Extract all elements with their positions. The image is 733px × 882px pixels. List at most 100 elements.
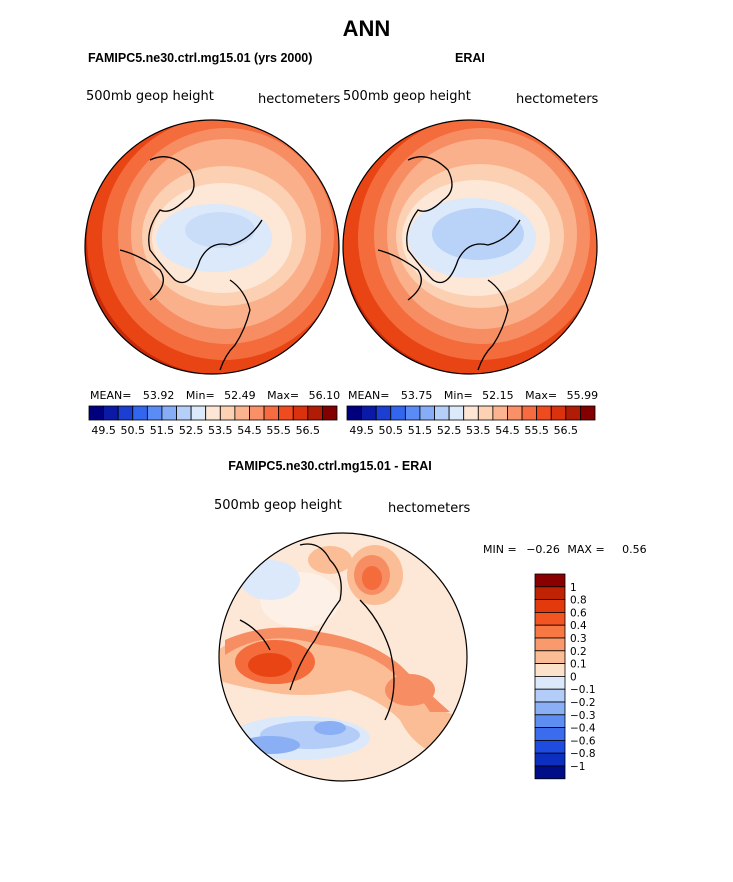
diff-colorbar-box (534, 624, 566, 639)
diff-case-title: FAMIPC5.ne30.ctrl.mg15.01 - ERAI (228, 459, 432, 473)
right-variable-label: 500mb geop height (343, 89, 471, 104)
right-colorbar-label: 52.5 (437, 424, 462, 437)
diff-colorbar-label: 0.2 (570, 646, 587, 658)
left-colorbar-label: 50.5 (121, 424, 146, 437)
left-map-boundary (84, 119, 340, 375)
diff-max-value: 0.56 (622, 543, 647, 556)
left-colorbar-box (249, 405, 265, 421)
diff-colorbar-box (534, 739, 566, 754)
left-colorbar-label: 54.5 (237, 424, 262, 437)
left-colorbar-label: 53.5 (208, 424, 233, 437)
diff-colorbar-box (534, 727, 566, 741)
diff-variable-label: 500mb geop height (214, 498, 342, 513)
diff-colorbar: 10.80.60.40.30.20.10−0.1−0.2−0.3−0.4−0.6… (534, 573, 596, 780)
right-colorbar-box (507, 405, 523, 421)
left-colorbar-label: 56.5 (296, 424, 321, 437)
right-colorbar-label: 49.5 (349, 424, 374, 437)
right-max-value: 55.99 (566, 389, 599, 402)
right-mean-value: 53.75 (400, 389, 433, 402)
right-colorbar-box (390, 405, 406, 421)
diff-map (219, 533, 467, 781)
left-max-label: Max= (267, 389, 300, 402)
left-min-label: Min= (185, 389, 215, 402)
right-colorbar-box (448, 405, 465, 421)
right-colorbar-box (419, 405, 435, 421)
right-colorbar-label: 53.5 (466, 424, 491, 437)
left-colorbar-box (234, 405, 250, 421)
diff-min-value: −0.26 (526, 543, 560, 556)
right-colorbar-box (361, 405, 377, 421)
right-colorbar-box (550, 405, 567, 421)
diff-colorbar-box (534, 676, 566, 690)
left-colorbar-box (307, 405, 323, 421)
right-mean-label: MEAN= (348, 389, 390, 402)
diff-colorbar-box (534, 637, 566, 652)
diff-colorbar-label: 0.4 (570, 620, 587, 632)
right-colorbar-box (477, 405, 494, 421)
diff-colorbar-box (534, 688, 566, 703)
right-stats: MEAN= 53.75 Min= 52.15 Max= 55.99 (348, 389, 598, 402)
right-colorbar-box (463, 405, 479, 421)
right-map (343, 120, 597, 374)
diff-colorbar-box (534, 586, 566, 601)
left-colorbar-box (132, 405, 148, 421)
diff-units-label: hectometers (388, 501, 471, 516)
diff-colorbar-box (534, 573, 566, 588)
right-colorbar-box (346, 405, 362, 421)
right-colorbar-box (434, 405, 450, 421)
right-colorbar-box (521, 405, 538, 421)
diff-colorbar-label: 0.6 (570, 607, 587, 619)
left-colorbar-box (176, 405, 192, 421)
diff-colorbar-box (534, 650, 566, 665)
right-max-label: Max= (525, 389, 558, 402)
diff-colorbar-label: 0.8 (570, 595, 587, 607)
diff-colorbar-box (534, 714, 566, 729)
diff-colorbar-label: 0.3 (570, 633, 587, 645)
left-colorbar-box (88, 405, 104, 421)
left-colorbar-box (190, 405, 207, 421)
left-units-label: hectometers (258, 92, 341, 107)
page-title: ANN (342, 16, 391, 41)
diff-minmax: MIN = −0.26 MAX = 0.56 (483, 543, 647, 556)
right-min-value: 52.15 (482, 389, 514, 402)
left-colorbar-box (278, 405, 294, 421)
left-colorbar-label: 55.5 (266, 424, 291, 437)
left-colorbar-box (205, 405, 221, 421)
diff-min-label: MIN = (483, 543, 517, 556)
left-mean-label: MEAN= (90, 389, 132, 402)
diff-colorbar-label: −0.2 (570, 697, 596, 709)
right-colorbar-box (492, 405, 508, 421)
left-stats: MEAN= 53.92 Min= 52.49 Max= 56.10 (90, 389, 340, 402)
left-case-title: FAMIPC5.ne30.ctrl.mg15.01 (yrs 2000) (88, 51, 313, 65)
diff-map-boundary (218, 532, 468, 782)
right-colorbar-box (375, 405, 392, 421)
left-map (85, 120, 339, 374)
diff-colorbar-label: −0.6 (570, 735, 596, 747)
left-colorbar-label: 52.5 (179, 424, 204, 437)
diff-colorbar-label: 1 (570, 582, 577, 594)
diff-max-label: MAX = (567, 543, 605, 556)
right-min-label: Min= (443, 389, 473, 402)
left-colorbar-box (161, 405, 177, 421)
right-colorbar-label: 50.5 (379, 424, 404, 437)
left-colorbar-box (292, 405, 309, 421)
right-colorbar-box (536, 405, 552, 421)
left-colorbar-box (322, 405, 338, 421)
right-colorbar-box (580, 405, 596, 421)
diff-colorbar-label: −0.8 (570, 748, 596, 760)
diff-colorbar-box (534, 752, 566, 767)
left-variable-label: 500mb geop height (86, 89, 214, 104)
right-colorbar-label: 55.5 (524, 424, 549, 437)
diff-colorbar-label: 0.1 (570, 659, 587, 671)
diff-colorbar-label: −1 (570, 761, 585, 773)
diff-colorbar-box (534, 663, 566, 677)
right-case-title: ERAI (455, 51, 485, 65)
left-colorbar-box (219, 405, 236, 421)
right-colorbar-box (565, 405, 581, 421)
diff-colorbar-label: −0.1 (570, 684, 596, 696)
right-colorbar-label: 56.5 (554, 424, 579, 437)
diff-colorbar-box (534, 701, 566, 716)
right-colorbar: 49.5 50.5 51.5 52.5 53.5 54.5 55.5 56.5 (346, 405, 596, 437)
left-max-value: 56.10 (308, 389, 341, 402)
